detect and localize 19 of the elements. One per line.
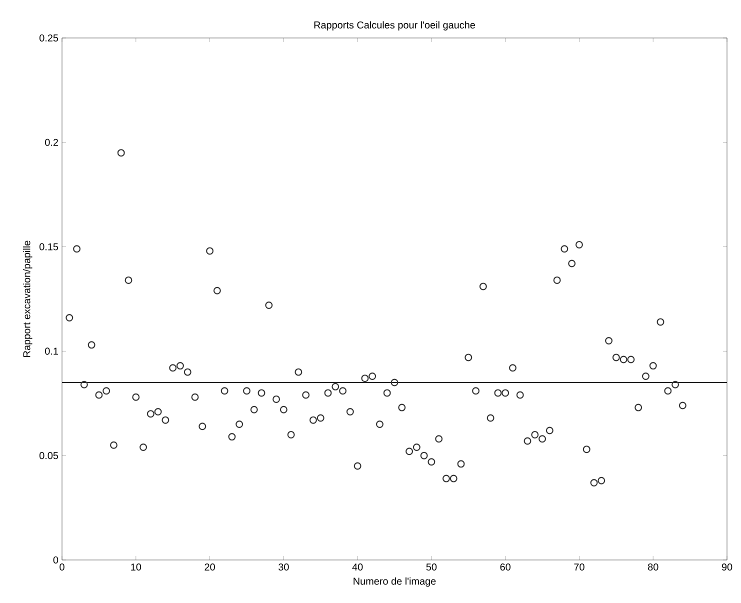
y-tick-label: 0.05 <box>39 452 58 460</box>
x-tick-label: 70 <box>574 564 584 571</box>
x-tick-label: 30 <box>278 564 289 571</box>
x-tick-label: 50 <box>426 564 437 571</box>
y-tick-label: 0.25 <box>39 34 58 42</box>
chart-title: Rapports Calcules pour l'oeil gauche <box>314 21 475 30</box>
x-tick-label: 10 <box>131 564 142 571</box>
x-tick-label: 20 <box>204 564 215 571</box>
y-axis-title: Rapport excavation/papille <box>22 240 32 357</box>
x-tick-label: 40 <box>352 564 363 571</box>
y-tick-label: 0 <box>53 556 58 564</box>
y-tick-label: 0.2 <box>45 138 58 146</box>
y-tick-label: 0.15 <box>39 243 58 250</box>
x-tick-label: 80 <box>648 564 658 571</box>
x-tick-label: 90 <box>722 564 732 571</box>
x-tick-label: 60 <box>500 564 510 571</box>
x-axis-title: Numero de l'image <box>354 577 436 587</box>
y-tick-label: 0.1 <box>45 348 58 355</box>
x-tick-label: 0 <box>60 564 64 571</box>
